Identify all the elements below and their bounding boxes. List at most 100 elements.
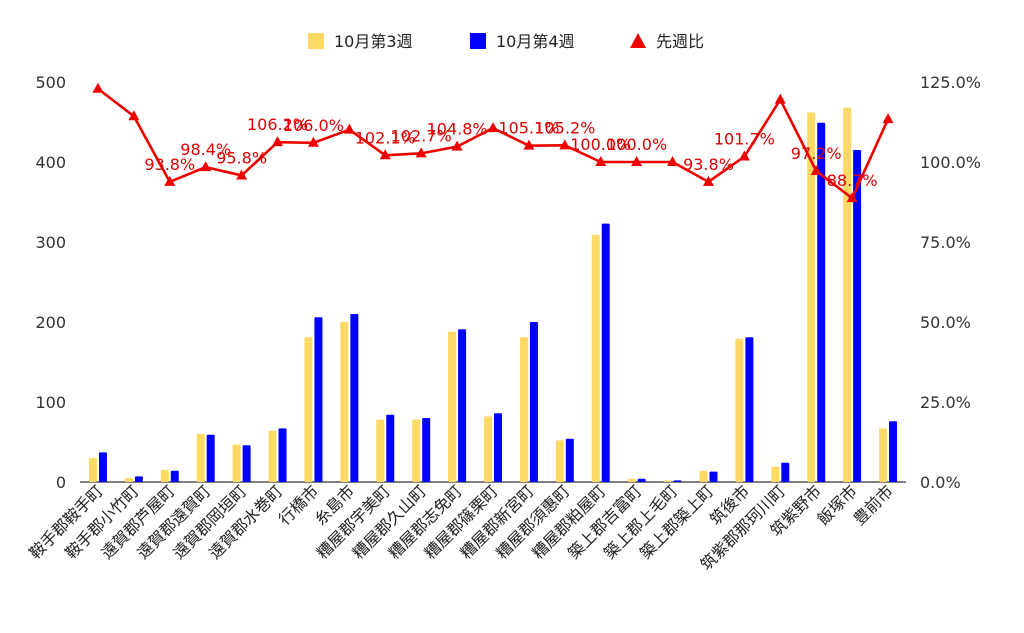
- bar-week4: [206, 434, 215, 482]
- line-markers: [92, 82, 894, 203]
- bar-week3: [376, 419, 385, 482]
- ratio-data-label: 97.2%: [791, 144, 842, 163]
- bar-week4: [350, 314, 359, 482]
- bar-week3: [735, 338, 744, 482]
- bar-week3: [843, 107, 852, 482]
- ratio-data-label: 102.7%: [391, 126, 452, 145]
- left-tick-label: 0: [56, 473, 66, 492]
- bar-week4: [709, 471, 718, 482]
- bar-week3: [699, 470, 708, 482]
- ratio-data-label: 104.8%: [427, 120, 488, 139]
- bar-week3: [771, 466, 780, 482]
- ratio-data-label: 102.1%: [355, 128, 416, 147]
- bar-week3: [88, 458, 97, 482]
- bar-week3: [627, 478, 636, 482]
- bar-week4: [817, 122, 826, 483]
- ratio-marker: [846, 192, 858, 203]
- category-label: 豊前市: [849, 481, 896, 528]
- ratio-marker: [667, 156, 679, 166]
- bar-week3: [484, 416, 492, 482]
- category-label: 飯塚市: [814, 481, 861, 528]
- bar-week3: [448, 331, 457, 482]
- ratio-data-label: 105.1%: [498, 119, 559, 138]
- left-axis: 0 100 200 300 400 500: [35, 73, 66, 492]
- legend-item-week4-swatch: [470, 33, 486, 49]
- right-tick-label: 50.0%: [920, 313, 971, 332]
- ratio-marker: [307, 136, 319, 147]
- data-labels: 93.8%98.4%95.8%106.2%106.0%102.1%102.7%1…: [144, 115, 877, 190]
- bar-week4: [889, 421, 898, 482]
- ratio-marker: [415, 147, 427, 158]
- ratio-marker: [882, 113, 894, 124]
- category-label: 行橋市: [275, 481, 322, 528]
- ratio-marker: [451, 140, 463, 151]
- ratio-marker: [92, 82, 104, 93]
- ratio-data-label: 105.2%: [534, 118, 595, 137]
- bar-week3: [663, 480, 672, 482]
- legend-item-ratio-swatch: [630, 33, 646, 48]
- ratio-marker: [200, 161, 212, 172]
- bar-week4: [673, 480, 682, 482]
- bar-week4: [386, 414, 395, 482]
- ratio-marker: [128, 110, 140, 121]
- bar-week4: [458, 329, 467, 482]
- bar-week4: [853, 150, 862, 482]
- right-tick-label: 75.0%: [920, 233, 971, 252]
- ratio-data-label: 100.0%: [570, 135, 631, 154]
- ratio-data-label: 106.2%: [247, 115, 308, 134]
- right-tick-label: 25.0%: [920, 393, 971, 412]
- bar-week4: [314, 317, 323, 482]
- bar-week3: [196, 434, 205, 482]
- bar-week4: [98, 452, 107, 482]
- bar-week4: [494, 413, 502, 482]
- bar-week4: [565, 438, 574, 482]
- left-tick-label: 400: [35, 153, 66, 172]
- left-tick-label: 500: [35, 73, 66, 92]
- ratio-marker: [774, 93, 786, 104]
- legend-item-week3-swatch: [308, 33, 324, 49]
- ratio-marker: [810, 164, 822, 175]
- bar-week4: [278, 428, 287, 482]
- ratio-marker: [631, 156, 643, 166]
- bar-week3: [591, 234, 600, 482]
- left-tick-label: 300: [35, 233, 66, 252]
- category-labels: 鞍手郡鞍手町鞍手郡小竹町遠賀郡芦屋町遠賀郡遠賀町遠賀郡岡垣町遠賀郡水巻町行橋市糸…: [25, 481, 896, 574]
- bar-week3: [807, 112, 816, 483]
- bar-week4: [422, 418, 431, 482]
- bar-week4: [529, 322, 538, 482]
- ratio-marker: [272, 136, 284, 147]
- bar-week4: [637, 478, 646, 482]
- ratio-data-label: 106.0%: [283, 116, 344, 135]
- right-tick-label: 0.0%: [920, 473, 961, 492]
- bar-week4: [242, 445, 251, 482]
- ratio-marker: [559, 139, 571, 150]
- legend-item-week4-label: 10月第4週: [496, 32, 575, 51]
- ratio-marker: [523, 139, 535, 150]
- bar-week3: [124, 478, 133, 482]
- legend: 10月第3週 10月第4週 先週比: [308, 32, 704, 51]
- right-tick-label: 100.0%: [920, 153, 981, 172]
- legend-item-ratio-label: 先週比: [656, 32, 704, 51]
- bar-week3: [160, 470, 169, 482]
- bar-week3: [879, 428, 888, 482]
- right-axis: 0.0% 25.0% 50.0% 75.0% 100.0% 125.0%: [920, 73, 981, 492]
- ratio-data-label: 93.8%: [144, 155, 195, 174]
- ratio-marker: [343, 123, 355, 134]
- ratio-marker: [738, 150, 750, 161]
- ratio-marker: [595, 156, 607, 166]
- ratio-data-label: 100.0%: [606, 135, 667, 154]
- bar-week4: [781, 462, 790, 482]
- left-tick-label: 200: [35, 313, 66, 332]
- ratio-data-label: 101.7%: [714, 130, 775, 149]
- ratio-marker: [379, 149, 391, 160]
- bar-week3: [519, 337, 528, 482]
- ratio-marker: [236, 169, 248, 180]
- right-tick-label: 125.0%: [920, 73, 981, 92]
- bar-series: [88, 107, 898, 483]
- bar-week3: [232, 444, 241, 482]
- bar-week4: [601, 223, 610, 482]
- ratio-data-label: 88.7%: [827, 171, 878, 190]
- ratio-data-label: 93.8%: [683, 155, 734, 174]
- left-tick-label: 100: [35, 393, 66, 412]
